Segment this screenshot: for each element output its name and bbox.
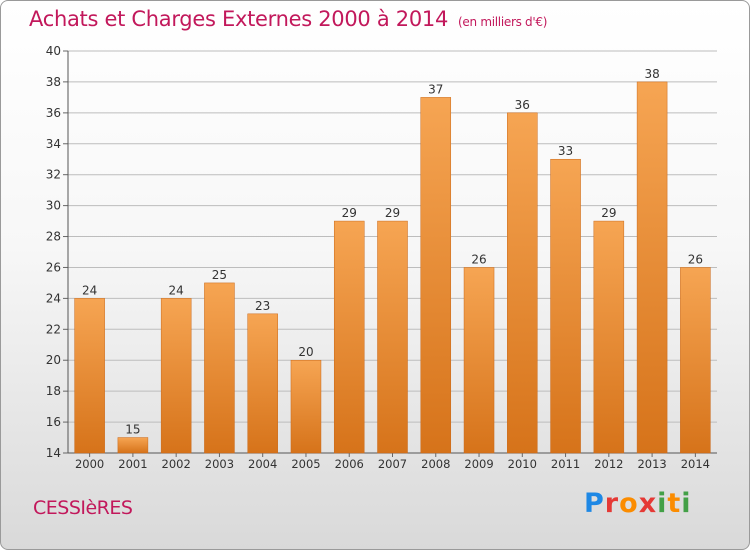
x-tick-label: 2013 [637,457,666,471]
bar [507,112,538,454]
y-tick-label: 20 [46,353,61,367]
y-tick-label: 32 [46,168,61,182]
x-tick-label: 2006 [335,457,364,471]
data-label: 23 [255,299,270,313]
data-label: 29 [601,206,616,220]
x-tick-label: 2000 [75,457,104,471]
data-label: 26 [471,252,486,266]
y-tick-label: 26 [46,260,61,274]
bar [593,220,625,454]
x-tick-label: 2001 [118,457,147,471]
y-tick-label: 24 [46,291,61,305]
y-tick-label: 30 [46,199,61,213]
data-label: 15 [125,423,140,437]
x-tick-label: 2007 [378,457,407,471]
x-tick-label: 2014 [681,457,710,471]
data-label: 37 [428,82,443,96]
town-name: CESSIèRES [33,497,133,519]
bar [117,437,149,454]
y-tick-label: 22 [46,322,61,336]
bar [377,220,408,454]
bar [74,298,105,454]
y-tick-label: 38 [46,75,61,89]
data-label: 38 [644,67,659,81]
x-tick-label: 2002 [162,457,191,471]
x-tick-label: 2009 [464,457,493,471]
data-label: 29 [342,206,357,220]
bar [463,267,495,454]
bar [550,158,581,454]
bar [160,298,192,454]
bars [74,81,711,454]
proxiti-logo: Proxiti [584,488,692,519]
y-tick-label: 40 [46,44,61,58]
bar [204,282,235,454]
x-tick-label: 2012 [594,457,623,471]
y-tick-label: 36 [46,106,61,120]
data-label: 36 [515,98,530,112]
x-tick-label: 2003 [205,457,234,471]
x-tick-label: 2005 [291,457,320,471]
chart-unit: (en milliers d'€) [458,15,548,29]
bar [247,313,278,454]
bar [636,81,668,454]
data-label: 24 [82,283,97,297]
bar [290,359,322,454]
bar [680,267,711,454]
y-tick-label: 28 [46,230,61,244]
x-tick-label: 2011 [551,457,580,471]
x-tick-label: 2010 [508,457,537,471]
bar [420,97,452,454]
x-tick-label: 2008 [421,457,450,471]
y-tick-label: 16 [46,415,61,429]
labels: 24 2000 15 2001 24 2002 25 2003 23 2004 20 2005 29 20… [75,67,710,471]
data-label: 29 [385,206,400,220]
data-label: 25 [212,268,227,282]
data-label: 26 [688,252,703,266]
y-tick-label: 18 [46,384,61,398]
chart-title-text: Achats et Charges Externes 2000 à 2014 [29,7,449,31]
y-tick-label: 14 [46,446,61,460]
chart-title: Achats et Charges Externes 2000 à 2014 (e… [29,7,547,31]
data-label: 33 [558,144,573,158]
data-label: 20 [298,345,313,359]
y-tick-label: 34 [46,137,61,151]
data-label: 24 [169,283,184,297]
bar [333,220,365,454]
x-tick-label: 2004 [248,457,277,471]
